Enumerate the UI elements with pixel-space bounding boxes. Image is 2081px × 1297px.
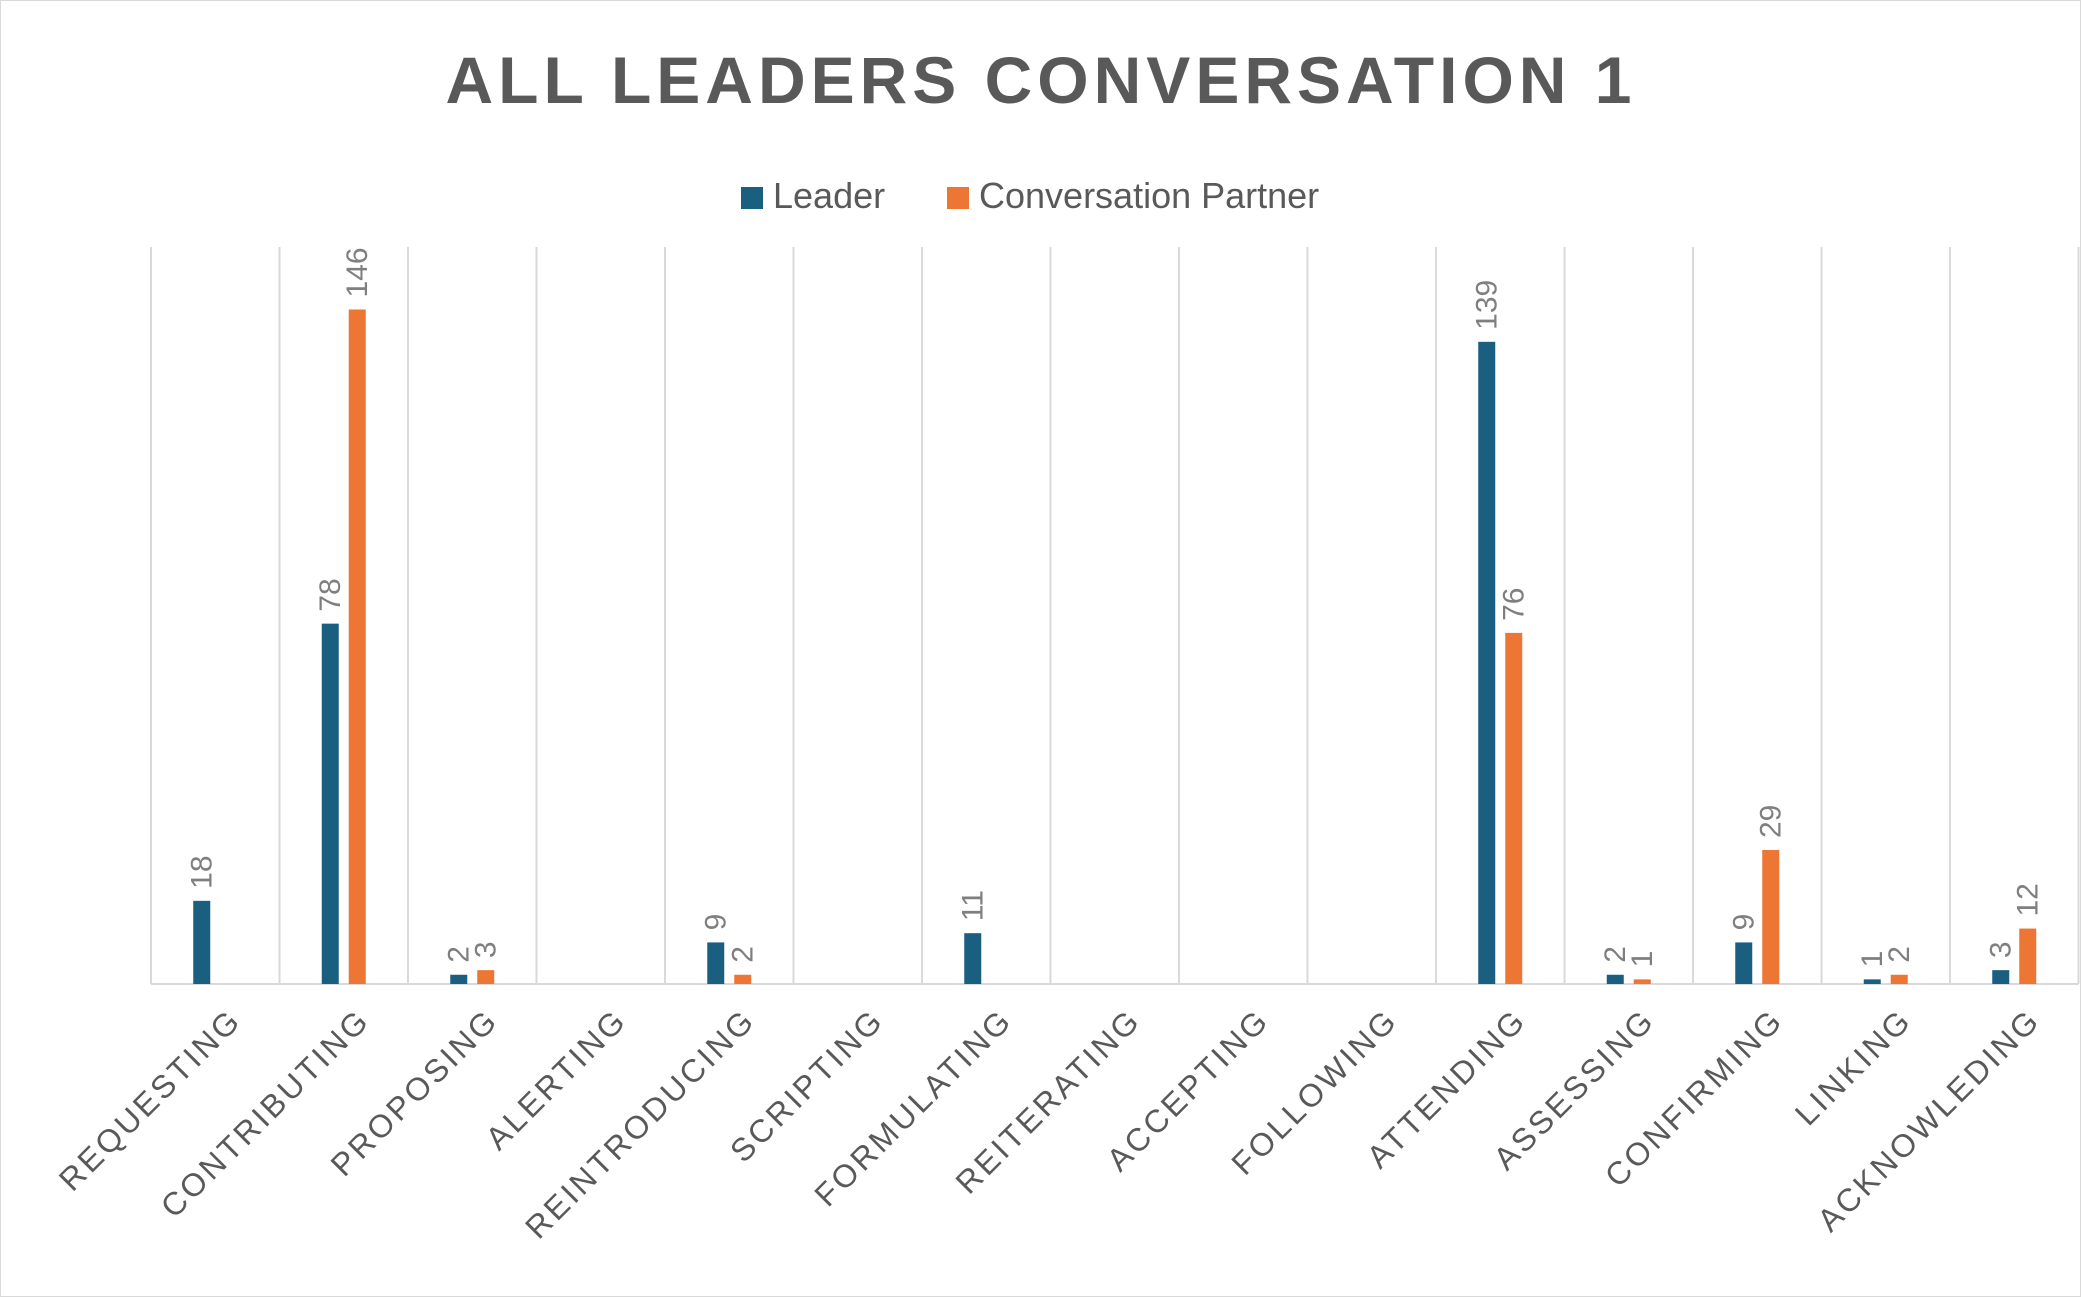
data-label-leader-contributing: 78: [314, 578, 347, 611]
data-label-leader-reintroducing: 9: [700, 914, 733, 931]
bar-leader-requesting: [193, 900, 211, 984]
bar-partner-confirming: [1762, 850, 1780, 984]
bar-leader-linking: [1863, 979, 1881, 984]
data-label-leader-attending: 139: [1471, 280, 1504, 330]
data-label-leader-proposing: 2: [443, 946, 476, 963]
bar-leader-formulating: [964, 933, 982, 984]
data-label-leader-requesting: 18: [186, 855, 219, 888]
x-tick-label-contributing: CONTRIBUTING: [154, 1001, 377, 1224]
data-label-leader-acknowleding: 3: [1985, 941, 2018, 958]
bar-partner-attending: [1505, 632, 1523, 984]
legend-swatch-conversation-partner: [947, 187, 969, 209]
legend-label-leader: Leader: [773, 175, 885, 216]
x-tick-label-linking: LINKING: [1788, 1001, 1919, 1132]
x-tick-label-acknowleding: ACKNOWLEDING: [1810, 1001, 2047, 1238]
data-label-partner-contributing: 146: [341, 247, 374, 297]
legend-label-conversation-partner: Conversation Partner: [979, 175, 1319, 216]
data-label-leader-formulating: 11: [957, 890, 990, 921]
data-label-partner-attending: 76: [1498, 588, 1531, 621]
bar-leader-acknowleding: [1992, 970, 2010, 984]
bar-partner-reintroducing: [734, 974, 752, 984]
data-label-partner-assessing: 1: [1626, 951, 1659, 968]
data-label-partner-confirming: 29: [1755, 805, 1788, 838]
bar-partner-proposing: [477, 970, 495, 984]
bar-partner-linking: [1890, 974, 1908, 984]
gridlines: [150, 247, 2080, 984]
bars: [193, 309, 2037, 985]
data-label-partner-reintroducing: 2: [727, 946, 760, 963]
x-axis-tick-labels: REQUESTINGCONTRIBUTINGPROPOSINGALERTINGR…: [52, 1001, 2047, 1245]
data-label-leader-confirming: 9: [1728, 914, 1761, 931]
bar-partner-acknowleding: [2019, 928, 2037, 984]
bar-partner-contributing: [348, 309, 366, 985]
legend-swatch-leader: [741, 187, 763, 209]
legend: Leader Conversation Partner: [741, 175, 1319, 216]
chart-title: ALL LEADERS CONVERSATION 1: [446, 43, 1637, 117]
data-label-leader-assessing: 2: [1599, 946, 1632, 963]
bar-leader-contributing: [321, 623, 339, 984]
bar-leader-confirming: [1735, 942, 1753, 984]
x-tick-label-reintroducing: REINTRODUCING: [518, 1001, 762, 1245]
data-label-partner-acknowleding: 12: [2012, 883, 2045, 916]
bar-leader-assessing: [1606, 974, 1624, 984]
bar-leader-proposing: [450, 974, 468, 984]
bar-leader-reintroducing: [707, 942, 725, 984]
bar-partner-assessing: [1633, 979, 1651, 984]
data-label-partner-proposing: 3: [470, 941, 503, 958]
data-label-leader-linking: 1: [1856, 951, 1889, 968]
data-label-partner-linking: 2: [1883, 946, 1916, 963]
bar-leader-attending: [1478, 341, 1496, 984]
